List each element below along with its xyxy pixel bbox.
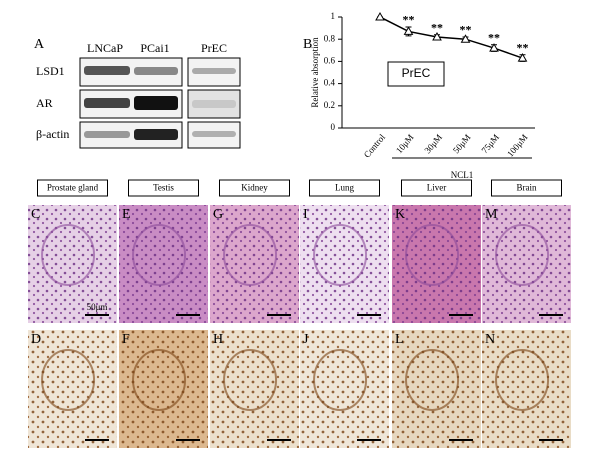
x-tick-label: 30μM bbox=[422, 132, 444, 155]
protein-label: AR bbox=[36, 96, 53, 110]
nuclei bbox=[119, 205, 208, 323]
nuclei bbox=[300, 330, 389, 448]
tissue-header: Testis bbox=[153, 183, 174, 193]
tissue-structure bbox=[405, 349, 460, 411]
panel-letter: N bbox=[485, 332, 495, 347]
x-axis-label: NCL1 bbox=[451, 170, 474, 180]
western-blot bbox=[79, 57, 241, 149]
tissue-header: Liver bbox=[427, 183, 447, 193]
legend-box bbox=[387, 61, 445, 87]
data-point bbox=[403, 26, 414, 35]
x-tick-label: 75μM bbox=[479, 132, 501, 155]
tissue-header-box bbox=[401, 179, 472, 197]
significance: ** bbox=[431, 21, 443, 35]
tissue-structure bbox=[223, 349, 278, 411]
tissue-header: Lung bbox=[335, 183, 354, 193]
panel-letter: K bbox=[395, 207, 405, 222]
tissue-header-box bbox=[219, 179, 290, 197]
significance: ** bbox=[403, 13, 415, 27]
x-tick-label: Control bbox=[362, 132, 388, 160]
panel-letter: I bbox=[303, 207, 308, 222]
series-line bbox=[379, 16, 523, 59]
nuclei bbox=[119, 330, 208, 448]
tissue-structure bbox=[313, 349, 368, 411]
lane-label: PrEC bbox=[201, 41, 227, 55]
tissue-header-box bbox=[309, 179, 380, 197]
panel-letter: L bbox=[395, 332, 404, 347]
x-tick-label: 50μM bbox=[451, 132, 473, 155]
significance: ** bbox=[488, 31, 500, 45]
protein-label: β-actin bbox=[36, 127, 69, 141]
data-point bbox=[517, 53, 528, 62]
y-tick-label: 1 bbox=[331, 11, 336, 21]
tissue-header-box bbox=[491, 179, 562, 197]
tissue-header-box bbox=[128, 179, 199, 197]
lane-label: LNCaP bbox=[87, 41, 123, 55]
nuclei bbox=[300, 205, 389, 323]
y-tick-label: 0 bbox=[331, 122, 336, 132]
protein-label: LSD1 bbox=[36, 64, 65, 78]
tissue-structure bbox=[223, 224, 278, 286]
nuclei bbox=[482, 330, 571, 448]
panel-letter: F bbox=[122, 332, 130, 347]
tissue-structure bbox=[41, 349, 96, 411]
data-point bbox=[489, 43, 499, 52]
panel-label: B bbox=[303, 37, 312, 52]
y-tick-label: 0.4 bbox=[324, 78, 336, 88]
panel-letter: G bbox=[213, 207, 223, 222]
y-tick-label: 0.6 bbox=[324, 55, 336, 65]
lane-label: PCai1 bbox=[140, 41, 169, 55]
tissue-header-box bbox=[37, 179, 108, 197]
data-point bbox=[460, 34, 471, 43]
nuclei bbox=[392, 330, 481, 448]
nuclei bbox=[210, 330, 299, 448]
tissue-structure bbox=[495, 349, 550, 411]
nuclei bbox=[210, 205, 299, 323]
panel-letter: H bbox=[213, 332, 223, 347]
tissue-structure bbox=[132, 224, 187, 286]
nuclei bbox=[392, 205, 481, 323]
tissue-structure bbox=[41, 224, 96, 286]
panel-letter: C bbox=[31, 207, 40, 222]
nuclei bbox=[482, 205, 571, 323]
legend-label: PrEC bbox=[402, 66, 431, 80]
tissue-structure bbox=[405, 224, 460, 286]
scale-label: 50μm bbox=[87, 302, 108, 312]
panel-letter: J bbox=[303, 332, 309, 347]
data-point bbox=[432, 31, 442, 41]
significance: ** bbox=[460, 23, 472, 37]
tissue-header: Prostate gland bbox=[47, 183, 99, 193]
y-tick-label: 0.2 bbox=[324, 100, 335, 110]
tissue-structure bbox=[132, 349, 187, 411]
x-tick-label: 10μM bbox=[394, 132, 416, 155]
panel-letter: M bbox=[485, 207, 498, 222]
tissue-structure bbox=[495, 224, 550, 286]
y-axis-label: Relative absorption bbox=[310, 37, 320, 108]
x-tick-label: 100μM bbox=[505, 132, 530, 159]
tissue-structure bbox=[313, 224, 368, 286]
significance: ** bbox=[517, 40, 529, 54]
y-tick-label: 0.8 bbox=[324, 33, 336, 43]
panel-letter: E bbox=[122, 207, 131, 222]
panel-letter: D bbox=[31, 332, 41, 347]
nuclei bbox=[28, 330, 117, 448]
tissue-header: Brain bbox=[517, 183, 537, 193]
panel-label: A bbox=[34, 37, 45, 52]
tissue-header: Kidney bbox=[241, 183, 268, 193]
data-point bbox=[375, 11, 385, 21]
